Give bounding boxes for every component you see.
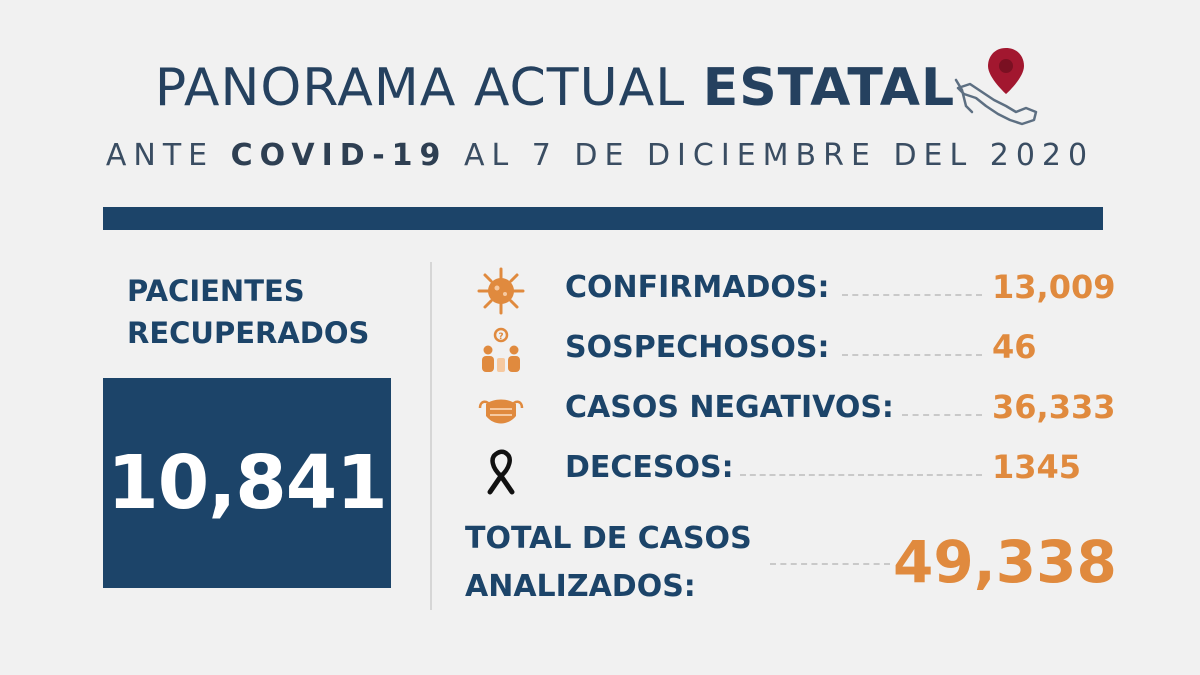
stat-value: 1345 — [992, 448, 1082, 486]
dotted-leader — [842, 294, 982, 296]
virus-icon — [477, 267, 525, 315]
subtitle-covid: COVID-19 — [230, 138, 448, 173]
stat-row-decesos: DECESOS: 1345 — [470, 446, 1110, 496]
subtitle-date: AL 7 DE DICIEMBRE DEL 2020 — [447, 138, 1095, 173]
page-title: PANORAMA ACTUAL ESTATAL — [0, 58, 1110, 118]
recovered-label: PACIENTES RECUPERADOS — [127, 270, 369, 354]
stat-value: 36,333 — [992, 388, 1116, 426]
stat-label: DECESOS: — [565, 450, 734, 485]
header-divider-bar — [103, 207, 1103, 230]
mourning-ribbon-icon — [487, 449, 515, 495]
total-label-line2: ANALIZADOS: — [465, 569, 696, 604]
recovered-value: 10,841 — [107, 440, 388, 526]
subtitle-prefix: ANTE — [105, 138, 231, 173]
dotted-leader — [770, 563, 890, 565]
stat-label: SOSPECHOSOS: — [565, 330, 830, 365]
svg-text:?: ? — [498, 332, 503, 342]
stat-value: 46 — [992, 328, 1037, 366]
suspect-people-icon: ? — [482, 327, 520, 372]
recovered-box: 10,841 — [103, 378, 391, 588]
mexico-map-pin-icon — [954, 48, 1038, 126]
stat-row-sospechosos: ? SOSPECHOSOS: 46 — [470, 326, 1110, 376]
stat-row-confirmados: CONFIRMADOS: 13,009 — [470, 266, 1115, 316]
dotted-leader — [902, 414, 982, 416]
stat-row-casos-negativos: CASOS NEGATIVOS: 36,333 — [470, 386, 1115, 436]
total-label-line1: TOTAL DE CASOS — [465, 521, 752, 556]
stat-label: CONFIRMADOS: — [565, 270, 830, 305]
recovered-label-line1: PACIENTES — [127, 274, 305, 308]
title-thin-part: PANORAMA ACTUAL — [154, 58, 703, 118]
recovered-label-line2: RECUPERADOS — [127, 316, 370, 350]
total-label: TOTAL DE CASOS ANALIZADOS: — [465, 515, 752, 611]
stat-value: 13,009 — [992, 268, 1116, 306]
vertical-divider — [430, 262, 432, 610]
total-value: 49,338 — [893, 528, 1117, 596]
title-bold-part: ESTATAL — [702, 58, 956, 118]
dotted-leader — [740, 474, 982, 476]
stat-label: CASOS NEGATIVOS: — [565, 390, 894, 425]
page-subtitle: ANTE COVID-19 AL 7 DE DICIEMBRE DEL 2020 — [0, 138, 1200, 173]
dotted-leader — [842, 354, 982, 356]
face-mask-icon — [478, 399, 524, 424]
